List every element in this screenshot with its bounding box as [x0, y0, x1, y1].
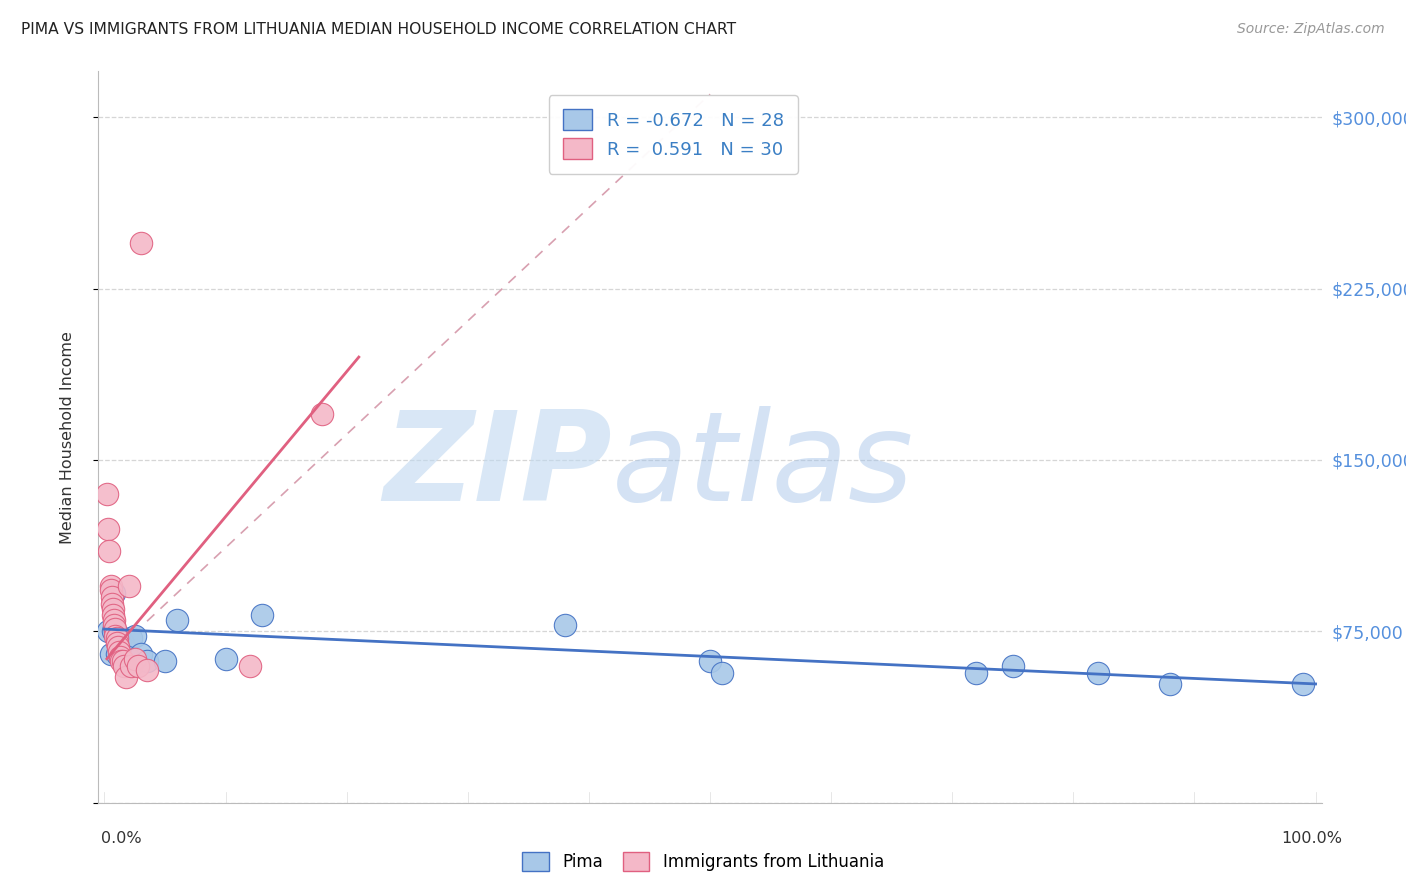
Point	[1292, 677, 1315, 691]
Point	[100, 647, 122, 661]
Point	[97, 521, 120, 535]
Point	[111, 636, 134, 650]
Point	[101, 624, 124, 639]
Point	[110, 649, 132, 664]
Point	[135, 663, 157, 677]
Point	[97, 624, 120, 639]
Point	[103, 613, 125, 627]
Point	[105, 626, 128, 640]
Point	[96, 487, 118, 501]
Point	[100, 590, 122, 604]
Point	[101, 601, 124, 615]
Point	[115, 670, 138, 684]
Text: ZIP: ZIP	[384, 406, 612, 527]
Point	[112, 658, 135, 673]
Point	[129, 235, 152, 250]
Point	[1159, 677, 1181, 691]
Point	[129, 647, 152, 661]
Point	[103, 617, 125, 632]
Point	[118, 652, 141, 666]
Point	[166, 613, 188, 627]
Point	[104, 622, 127, 636]
Point	[135, 654, 157, 668]
Y-axis label: Median Household Income: Median Household Income	[60, 331, 75, 543]
Point	[111, 654, 134, 668]
Point	[105, 632, 128, 646]
Point	[250, 608, 273, 623]
Point	[105, 647, 128, 661]
Point	[108, 629, 131, 643]
Point	[120, 658, 142, 673]
Point	[120, 632, 142, 646]
Point	[98, 544, 121, 558]
Point	[1087, 665, 1109, 680]
Point	[100, 597, 122, 611]
Point	[554, 617, 576, 632]
Point	[127, 658, 149, 673]
Text: 100.0%: 100.0%	[1282, 831, 1343, 846]
Point	[1001, 658, 1024, 673]
Point	[711, 665, 734, 680]
Point	[153, 654, 176, 668]
Point	[100, 583, 122, 598]
Point	[104, 624, 127, 639]
Point	[110, 636, 132, 650]
Text: PIMA VS IMMIGRANTS FROM LITHUANIA MEDIAN HOUSEHOLD INCOME CORRELATION CHART: PIMA VS IMMIGRANTS FROM LITHUANIA MEDIAN…	[21, 22, 737, 37]
Point	[104, 629, 127, 643]
Point	[105, 636, 128, 650]
Point	[966, 665, 988, 680]
Point	[115, 642, 138, 657]
Point	[101, 608, 124, 623]
Point	[100, 579, 122, 593]
Text: atlas: atlas	[612, 406, 914, 527]
Text: 0.0%: 0.0%	[101, 831, 142, 846]
Text: Source: ZipAtlas.com: Source: ZipAtlas.com	[1237, 22, 1385, 37]
Point	[699, 654, 721, 668]
Point	[108, 645, 131, 659]
Point	[239, 658, 262, 673]
Point	[124, 629, 146, 643]
Point	[124, 652, 146, 666]
Point	[118, 579, 141, 593]
Legend: R = -0.672   N = 28, R =  0.591   N = 30: R = -0.672 N = 28, R = 0.591 N = 30	[548, 95, 799, 174]
Point	[214, 652, 236, 666]
Point	[103, 585, 125, 599]
Legend: Pima, Immigrants from Lithuania: Pima, Immigrants from Lithuania	[513, 843, 893, 880]
Point	[311, 407, 333, 421]
Point	[110, 654, 132, 668]
Point	[107, 640, 129, 655]
